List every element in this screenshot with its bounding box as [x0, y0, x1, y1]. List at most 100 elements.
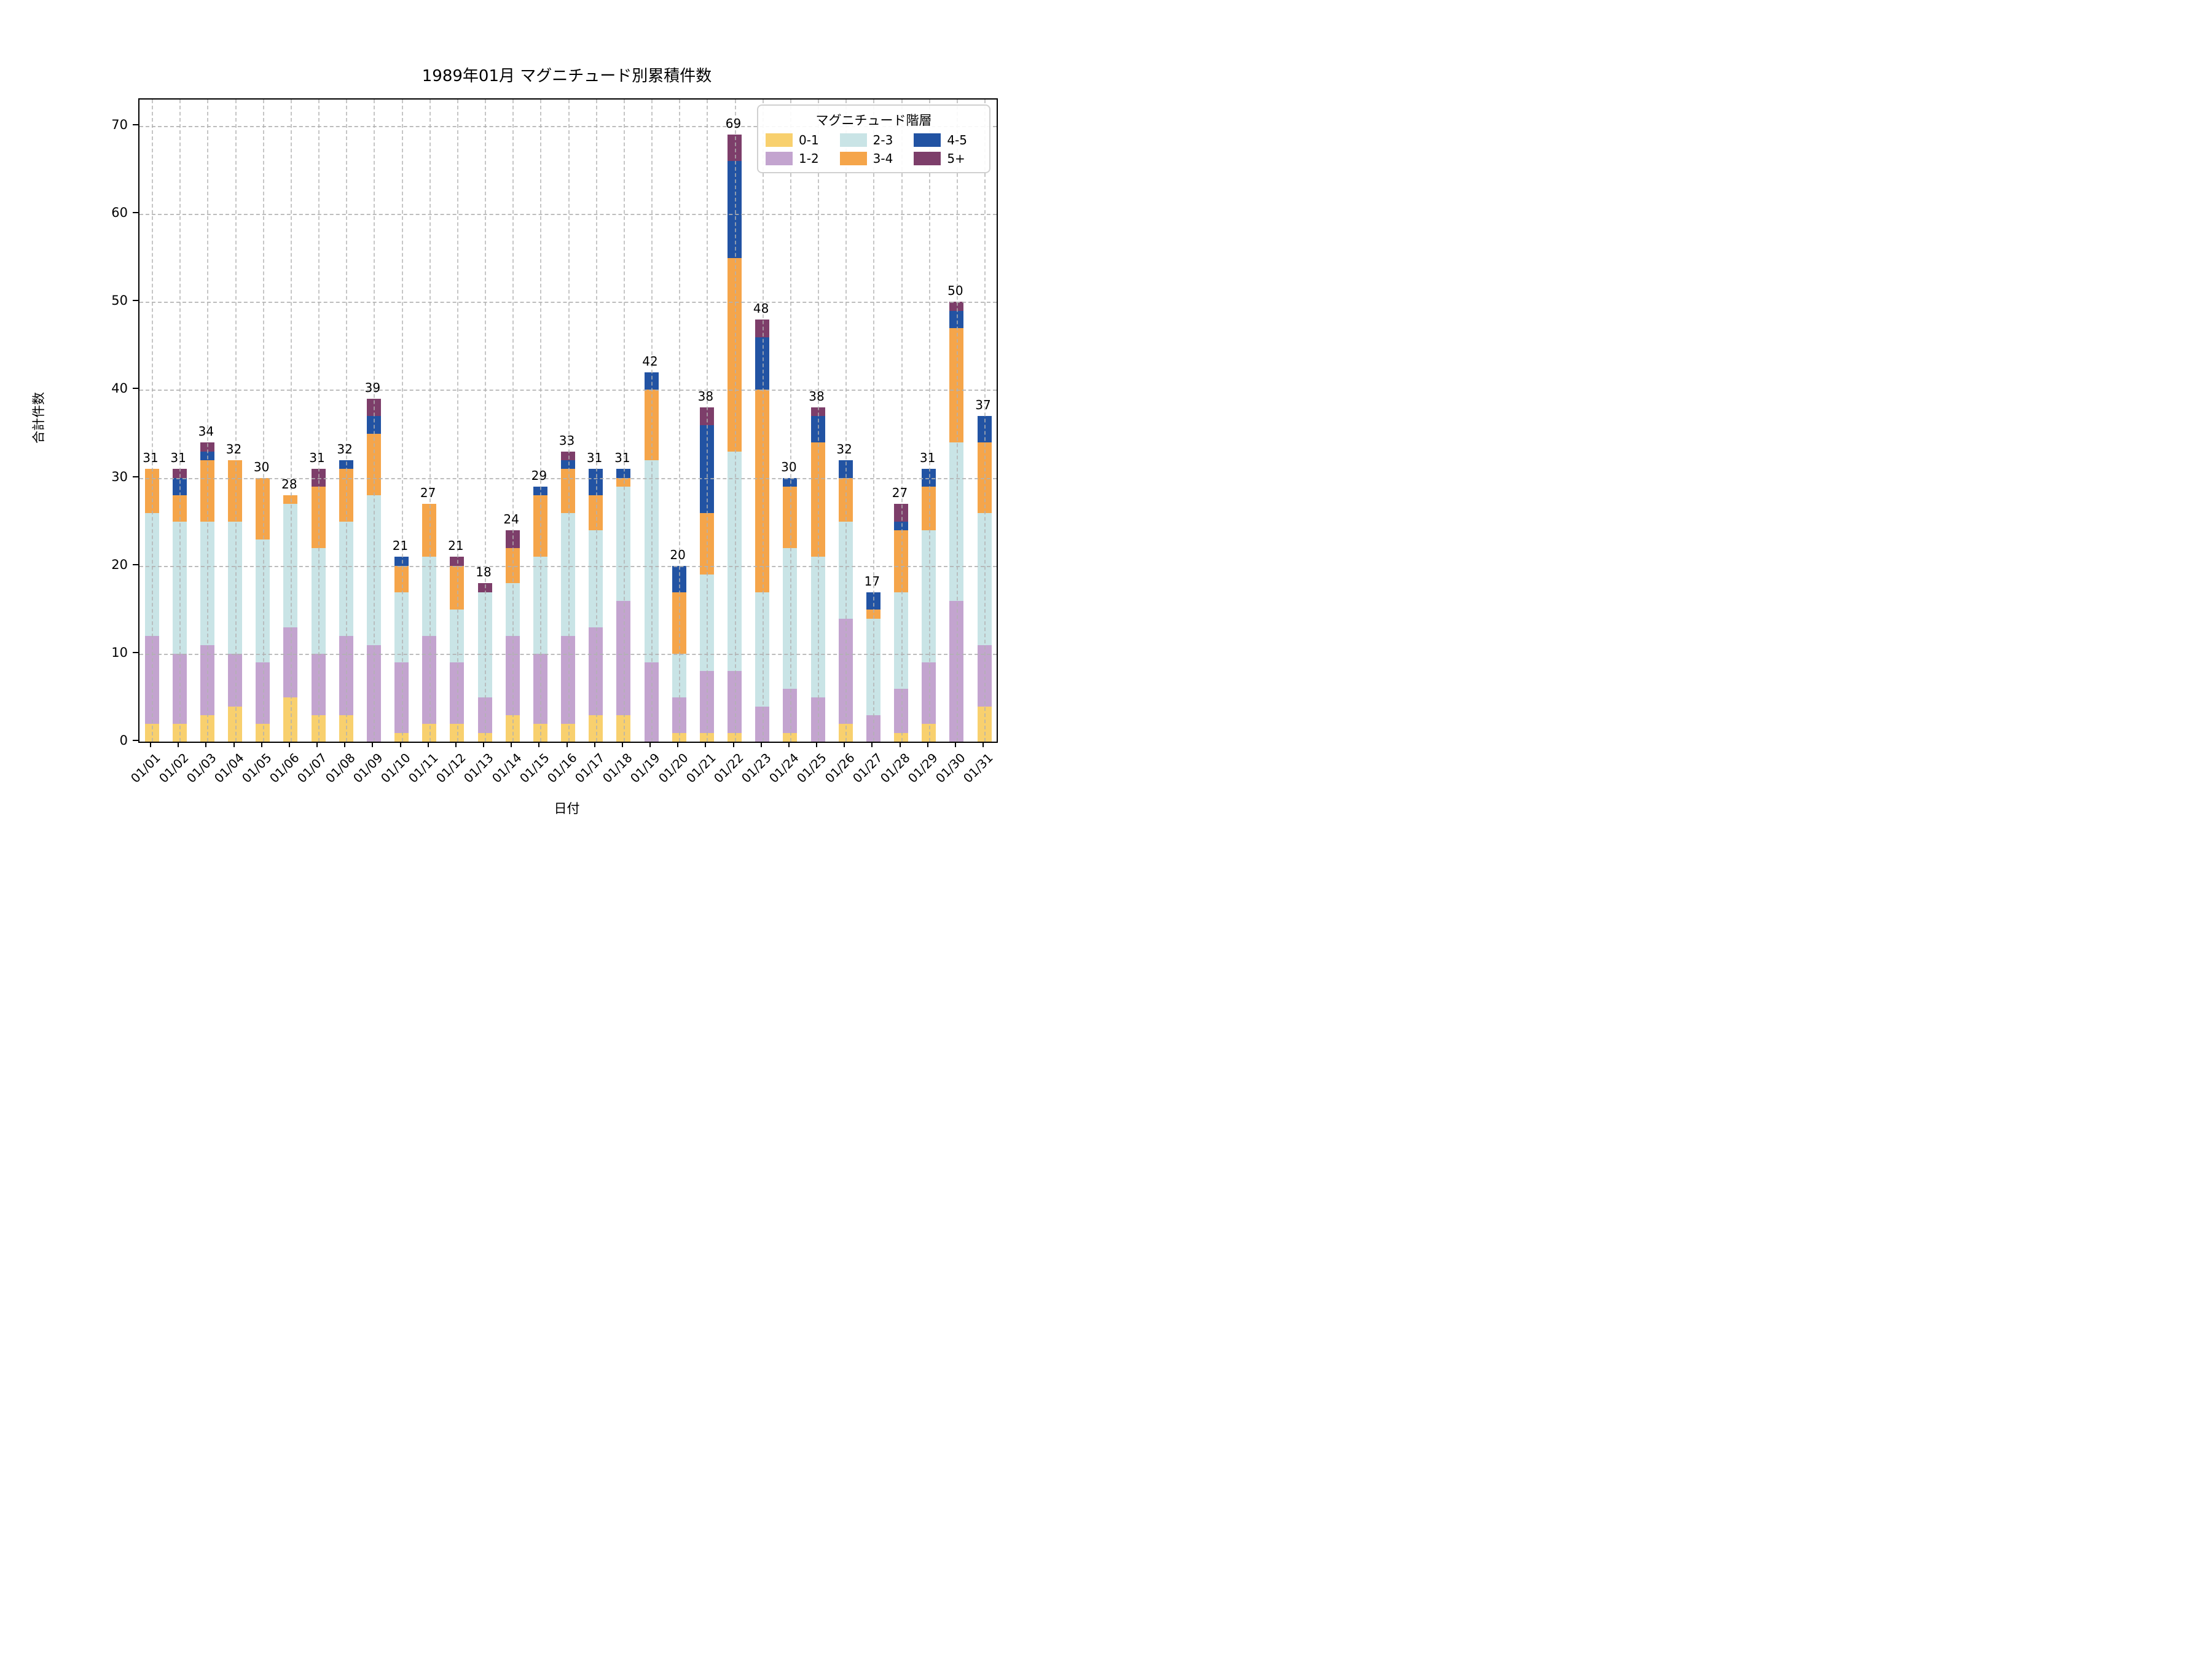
y-tick-mark [133, 388, 138, 390]
bar-total-label: 48 [753, 300, 769, 316]
x-tick-mark [566, 742, 568, 747]
x-tick-mark [788, 742, 790, 747]
x-tick-mark [899, 742, 901, 747]
gridline-vertical [374, 100, 375, 742]
bar-total-label: 27 [420, 485, 436, 501]
gridline-vertical [679, 100, 681, 742]
bar-total-label: 21 [392, 538, 409, 554]
gridline-vertical [290, 100, 292, 742]
legend-label: 1-2 [799, 151, 819, 166]
bar-total-label: 32 [226, 441, 242, 457]
legend-swatch-2-3 [839, 133, 867, 147]
gridline-vertical [956, 100, 958, 742]
x-tick-mark [982, 742, 984, 747]
gridline-vertical [568, 100, 570, 742]
bar-total-label: 37 [975, 398, 991, 413]
y-tick-mark [133, 300, 138, 302]
gridline-vertical [485, 100, 486, 742]
x-tick-mark [399, 742, 401, 747]
bar-total-label: 31 [170, 450, 186, 466]
gridline-vertical [152, 100, 153, 742]
y-tick-label: 20 [111, 557, 128, 572]
x-tick-mark [427, 742, 429, 747]
chart-title: 1989年01月 マグニチュード別累積件数 [422, 67, 712, 85]
legend-label: 5+ [947, 151, 965, 166]
bar-total-label: 38 [697, 389, 714, 404]
gridline-vertical [512, 100, 514, 742]
legend-entry-1-2: 1-2 [766, 151, 834, 166]
x-tick-mark [150, 742, 151, 747]
y-tick-mark [133, 651, 138, 653]
x-axis-label: 日付 [554, 801, 580, 816]
y-axis-label: 合計件数 [31, 392, 46, 444]
legend-swatch-4-5 [914, 133, 941, 147]
x-tick-mark [594, 742, 595, 747]
bar-total-label: 38 [809, 389, 825, 404]
x-tick-mark [649, 742, 651, 747]
gridline-vertical [262, 100, 264, 742]
legend-label: 0-1 [799, 133, 819, 147]
x-tick-mark [705, 742, 707, 747]
legend-label: 3-4 [873, 151, 893, 166]
legend-swatch-1-2 [766, 152, 793, 165]
legend-entry-5+: 5+ [914, 151, 982, 166]
y-tick-mark [133, 476, 138, 477]
gridline-vertical [318, 100, 320, 742]
x-tick-label: 01/31 [960, 750, 996, 786]
bar-total-label: 24 [503, 512, 519, 527]
legend-entry-0-1: 0-1 [766, 133, 834, 147]
bar-total-label: 28 [281, 477, 297, 492]
gridline-vertical [928, 100, 930, 742]
legend-title: マグニチュード階層 [815, 113, 932, 128]
gridline-vertical [651, 100, 653, 742]
gridline-vertical [762, 100, 764, 742]
legend-entries: 0-1 1-2 2-3 3-4 4-5 5+ [766, 133, 982, 166]
gridline-vertical [457, 100, 458, 742]
y-tick-label: 70 [111, 117, 128, 132]
bar-total-label: 39 [364, 380, 381, 395]
x-tick-mark [732, 742, 734, 747]
gridline-vertical [845, 100, 847, 742]
gridline-vertical [595, 100, 597, 742]
x-tick-mark [261, 742, 262, 747]
gridline-vertical [901, 100, 903, 742]
gridline-vertical [235, 100, 237, 742]
gridline-vertical [429, 100, 431, 742]
bar-total-label: 69 [725, 116, 742, 131]
y-tick-label: 60 [111, 205, 128, 221]
x-tick-mark [816, 742, 817, 747]
legend-entry-2-3: 2-3 [839, 133, 908, 147]
bar-total-label: 18 [476, 565, 492, 580]
x-tick-mark [344, 742, 346, 747]
bar-total-label: 42 [642, 353, 658, 369]
y-tick-mark [133, 740, 138, 741]
bar-total-label: 21 [448, 538, 464, 554]
gridline-vertical [346, 100, 348, 742]
x-tick-mark [205, 742, 207, 747]
legend-label: 4-5 [947, 133, 967, 147]
bar-total-label: 20 [670, 547, 686, 562]
bar-total-label: 31 [919, 450, 936, 466]
x-tick-mark [233, 742, 235, 747]
x-tick-mark [844, 742, 845, 747]
bar-total-label: 32 [836, 441, 852, 457]
bar-total-label: 31 [586, 450, 603, 466]
plot-area [138, 98, 998, 743]
y-tick-label: 30 [111, 469, 128, 484]
y-tick-mark [133, 212, 138, 214]
x-tick-mark [760, 742, 762, 747]
x-tick-mark [621, 742, 623, 747]
gridline-vertical [873, 100, 875, 742]
gridline-vertical [540, 100, 542, 742]
x-tick-mark [372, 742, 374, 747]
y-tick-mark [133, 124, 138, 125]
y-tick-label: 40 [111, 381, 128, 396]
x-tick-mark [954, 742, 956, 747]
x-tick-mark [538, 742, 540, 747]
gridline-vertical [707, 100, 708, 742]
bar-total-label: 29 [531, 468, 547, 483]
legend: マグニチュード階層 0-1 1-2 2-3 3-4 4-5 5+ [757, 104, 990, 173]
legend-swatch-3-4 [839, 152, 867, 165]
x-tick-mark [483, 742, 484, 747]
bar-total-label: 34 [198, 424, 214, 439]
